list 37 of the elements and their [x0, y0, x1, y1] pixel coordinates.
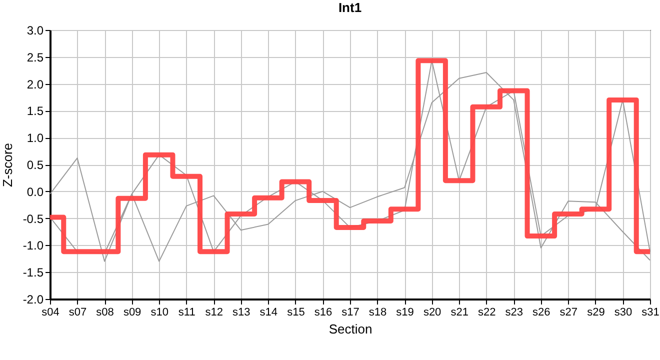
x-tick-label: s17: [342, 306, 360, 318]
x-tick-label: s21: [450, 306, 468, 318]
x-tick-label: s11: [178, 306, 196, 318]
x-tick-label: s26: [532, 306, 550, 318]
x-tick-label: s14: [260, 306, 278, 318]
y-tick-label: 0.5: [26, 158, 44, 172]
x-tick-label: s09: [123, 306, 142, 318]
x-tick-label: s16: [314, 306, 332, 318]
x-tick-label: s12: [205, 306, 224, 318]
y-tick-label: -0.5: [22, 212, 44, 226]
y-tick-label: 2.5: [26, 50, 44, 64]
y-tick-label: 1.5: [26, 104, 44, 118]
x-tick-label: s20: [423, 306, 442, 318]
y-tick-label: 2.0: [26, 77, 44, 92]
x-tick-label: s18: [368, 306, 387, 318]
y-tick-label: -1.0: [22, 238, 44, 253]
x-tick-label: s30: [614, 306, 632, 318]
y-tick-label: 1.0: [26, 131, 44, 146]
y-tick-label: -1.5: [22, 266, 44, 280]
x-tick-label: s10: [150, 306, 168, 318]
x-tick-label: s04: [42, 306, 60, 318]
x-tick-label: s29: [587, 306, 605, 318]
x-tick-label: s27: [560, 306, 578, 318]
x-axis-title: Section: [328, 322, 372, 336]
y-axis-title: Z-score: [0, 142, 15, 188]
x-tick-label: s15: [287, 306, 305, 318]
y-tick-label: 3.0: [26, 24, 44, 38]
y-tick-label: -2.0: [22, 292, 44, 306]
x-tick-label: s31: [642, 306, 660, 318]
x-tick-label: s08: [96, 306, 114, 318]
x-tick-label: s07: [68, 306, 87, 318]
x-tick-label: s13: [232, 306, 250, 318]
x-tick-label: s22: [478, 306, 496, 318]
x-tick-label: s19: [396, 306, 414, 318]
y-tick-label: 0.0: [26, 184, 44, 199]
x-tick-label: s23: [505, 306, 524, 318]
chart-title: Int1: [338, 0, 362, 15]
